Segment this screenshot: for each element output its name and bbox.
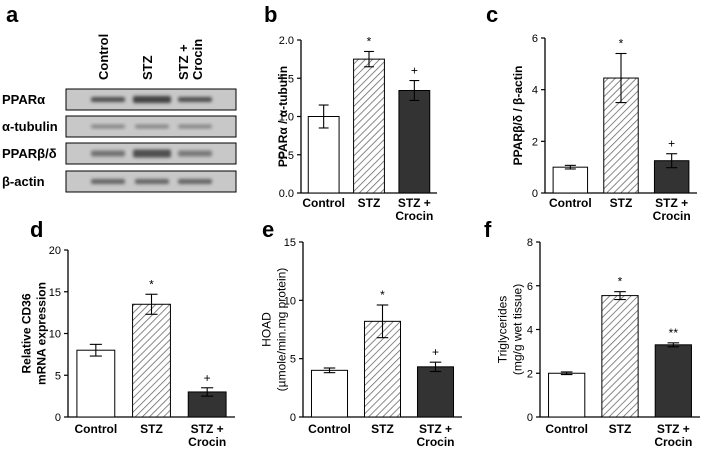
y-tick-label: 8 bbox=[527, 237, 533, 249]
significance-marker: * bbox=[380, 288, 385, 302]
blot-lane-label: Control bbox=[96, 34, 111, 80]
panel-label-e: e bbox=[262, 217, 274, 242]
bar-0 bbox=[307, 116, 340, 194]
x-tick-label: Control bbox=[308, 422, 351, 436]
significance-marker: * bbox=[618, 275, 623, 289]
y-axis-label: PPARα / α-tubulin bbox=[276, 66, 290, 167]
x-tick-label: STZ bbox=[371, 422, 394, 436]
y-tick-label: 2 bbox=[532, 136, 538, 148]
chart-panel-c: c 0 2 4 6 PPARβ/δ / β-actin Control * STZ + STZ + C… bbox=[486, 2, 697, 223]
y-tick-label: 20 bbox=[49, 245, 61, 257]
x-tick-label: STZ bbox=[358, 196, 381, 210]
y-tick-label: 2.0 bbox=[279, 35, 294, 47]
blot-lane-label: STZ bbox=[140, 55, 155, 80]
y-tick-label: 15 bbox=[284, 237, 296, 249]
panel-label-f: f bbox=[484, 217, 492, 242]
panel-label-c: c bbox=[486, 2, 498, 27]
blot-band bbox=[91, 124, 125, 129]
y-axis-label: Relative CD36mRNA expression bbox=[20, 282, 49, 385]
blot-band bbox=[135, 179, 169, 184]
chart-panel-f: f 0 2 4 6 8 Triglycerides(mg/g wet tissue) Cont… bbox=[484, 217, 700, 449]
bar-0 bbox=[548, 372, 586, 418]
blot-band bbox=[91, 150, 125, 157]
y-axis-label: PPARβ/δ / β-actin bbox=[511, 66, 525, 166]
significance-marker: * bbox=[149, 277, 154, 291]
chart-panel-d: d 0 5 10 15 20 Relative CD36mRNA expression Con… bbox=[20, 217, 235, 449]
y-tick-label: 0.0 bbox=[279, 188, 294, 200]
blot-row-label: α-tubulin bbox=[2, 119, 58, 134]
x-tick-label: STZ + Crocin bbox=[188, 422, 226, 449]
bar-2 bbox=[416, 366, 455, 418]
blot-band bbox=[178, 97, 212, 102]
significance-marker: + bbox=[432, 345, 439, 359]
blot-band bbox=[91, 97, 125, 102]
x-tick-label: STZ + Crocin bbox=[653, 196, 691, 223]
y-tick-label: 0 bbox=[527, 412, 533, 424]
y-tick-label: 1.5 bbox=[279, 73, 294, 85]
panel-label-b: b bbox=[264, 2, 277, 27]
y-tick-label: 4 bbox=[527, 325, 533, 337]
bar-0 bbox=[552, 166, 589, 194]
blot-row-label: β-actin bbox=[2, 174, 45, 189]
y-tick-label: 0 bbox=[55, 412, 61, 424]
x-tick-label: Control bbox=[75, 422, 118, 436]
blot-row-label: PPARβ/δ bbox=[2, 146, 57, 161]
bar-1 bbox=[601, 295, 639, 418]
blot-band bbox=[91, 179, 125, 184]
y-axis-label: Triglycerides(mg/g wet tissue) bbox=[496, 284, 525, 375]
panel-label-a: a bbox=[6, 2, 19, 27]
significance-marker: * bbox=[619, 37, 624, 51]
y-axis-label: HOAD(µmole/min.mg protein) bbox=[260, 268, 289, 392]
blot-band bbox=[178, 124, 212, 129]
blot-band bbox=[178, 150, 212, 157]
y-tick-label: 4 bbox=[532, 85, 538, 97]
bar-0 bbox=[310, 369, 349, 418]
bar-charts: b 0.0 0.5 1.0 1.5 2.0 PPARα / α-tubulin Control… bbox=[20, 2, 700, 449]
blot-band bbox=[135, 124, 169, 129]
significance-marker: + bbox=[668, 137, 675, 151]
y-tick-label: 10 bbox=[49, 329, 61, 341]
bar-1 bbox=[353, 58, 385, 194]
y-tick-label: 2 bbox=[527, 368, 533, 380]
y-tick-label: 15 bbox=[49, 287, 61, 299]
x-tick-label: Control bbox=[549, 196, 592, 210]
significance-marker: + bbox=[411, 64, 418, 78]
blot-band bbox=[178, 179, 212, 184]
significance-marker: * bbox=[367, 34, 372, 48]
y-tick-label: 1.0 bbox=[279, 112, 294, 124]
chart-panel-b: b 0.0 0.5 1.0 1.5 2.0 PPARα / α-tubulin Control… bbox=[264, 2, 437, 223]
y-tick-label: 10 bbox=[284, 295, 296, 307]
bar-2 bbox=[654, 344, 692, 418]
x-tick-label: STZ bbox=[609, 422, 632, 436]
x-tick-label: Control bbox=[302, 196, 345, 210]
blot-row-label: PPARα bbox=[2, 92, 45, 107]
x-tick-label: STZ bbox=[610, 196, 633, 210]
y-tick-label: 6 bbox=[527, 281, 533, 293]
bar-1 bbox=[132, 303, 171, 418]
bar-2 bbox=[398, 89, 431, 194]
x-tick-label: STZ + Crocin bbox=[395, 196, 433, 223]
y-tick-label: 0 bbox=[290, 412, 296, 424]
blot-band bbox=[133, 96, 171, 103]
y-tick-label: 5 bbox=[55, 370, 61, 382]
x-tick-label: STZ bbox=[140, 422, 163, 436]
x-tick-label: STZ + Crocin bbox=[654, 422, 692, 449]
blot-band bbox=[133, 149, 171, 158]
y-tick-label: 6 bbox=[532, 33, 538, 45]
chart-panel-e: e 0 5 10 15 HOAD(µmole/min.mg protein) Control… bbox=[260, 217, 462, 449]
y-tick-label: 5 bbox=[290, 354, 296, 366]
significance-marker: + bbox=[204, 371, 211, 385]
bar-0 bbox=[76, 349, 116, 418]
x-tick-label: STZ + Crocin bbox=[416, 422, 454, 449]
y-tick-label: 0 bbox=[532, 188, 538, 200]
western-blot-panel: a Control STZ STZ +Crocin PPARα α-tubulin PP… bbox=[2, 2, 237, 193]
blot-lane-label: STZ +Crocin bbox=[176, 39, 205, 80]
significance-marker: ** bbox=[669, 326, 679, 340]
x-tick-label: Control bbox=[545, 422, 588, 436]
y-tick-label: 0.5 bbox=[279, 150, 294, 162]
panel-label-d: d bbox=[30, 217, 43, 242]
